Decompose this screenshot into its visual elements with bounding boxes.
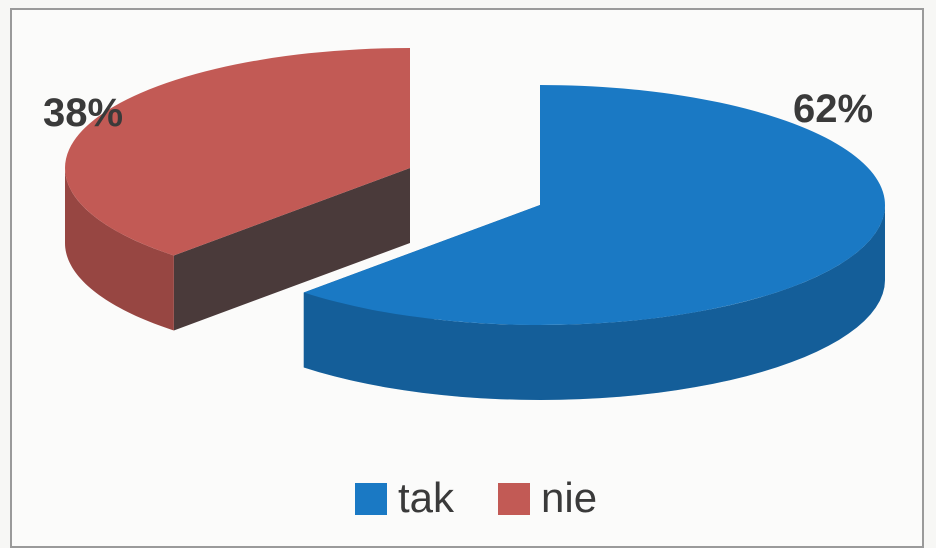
slice-side-nie <box>65 168 174 331</box>
slice-side-tak <box>303 205 885 400</box>
data-label-tak: 62% <box>793 87 873 131</box>
legend: tak nie <box>355 474 597 521</box>
slice-side-shade-nie <box>65 168 174 331</box>
pie-slice-tak <box>303 85 885 325</box>
pie-slices <box>65 48 885 400</box>
slice-side-shade-tak <box>303 205 885 400</box>
legend-swatch-tak <box>355 483 387 515</box>
pie-slice-nie <box>65 48 411 256</box>
slice-cut-face-nie-0 <box>173 168 410 331</box>
data-label-nie: 38% <box>43 91 123 135</box>
legend-swatch-nie <box>498 483 530 515</box>
legend-label-tak: tak <box>398 474 455 521</box>
legend-label-nie: nie <box>541 474 597 521</box>
